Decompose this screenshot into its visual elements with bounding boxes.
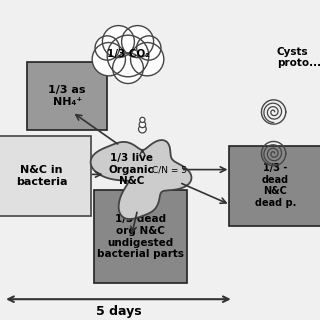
FancyBboxPatch shape — [27, 62, 107, 130]
Circle shape — [107, 35, 149, 77]
Text: Cysts
proto...: Cysts proto... — [277, 47, 320, 68]
Circle shape — [102, 26, 134, 58]
Text: 5 days: 5 days — [96, 306, 141, 318]
FancyBboxPatch shape — [229, 146, 320, 226]
Circle shape — [92, 43, 125, 76]
Text: 1/3 dead
org N&C
undigested
bacterial parts: 1/3 dead org N&C undigested bacterial pa… — [97, 214, 184, 259]
Circle shape — [139, 125, 146, 133]
Text: C/N = 5: C/N = 5 — [152, 165, 187, 174]
Circle shape — [95, 36, 119, 60]
Circle shape — [139, 121, 146, 128]
Text: 1/3 -
dead
N&C
dead p.: 1/3 - dead N&C dead p. — [254, 163, 296, 208]
Text: N&C in
bacteria: N&C in bacteria — [16, 165, 67, 187]
Text: 1/3 live
Organic
N&C: 1/3 live Organic N&C — [108, 153, 154, 186]
Circle shape — [122, 26, 154, 58]
FancyBboxPatch shape — [94, 190, 187, 283]
Circle shape — [140, 117, 145, 123]
Polygon shape — [91, 140, 191, 219]
Text: 1/3 as
NH₄⁺: 1/3 as NH₄⁺ — [48, 85, 86, 107]
Text: 1/3 CO₂: 1/3 CO₂ — [107, 49, 149, 60]
Circle shape — [131, 43, 164, 76]
Circle shape — [137, 36, 161, 60]
Circle shape — [113, 53, 143, 84]
FancyBboxPatch shape — [0, 136, 91, 216]
